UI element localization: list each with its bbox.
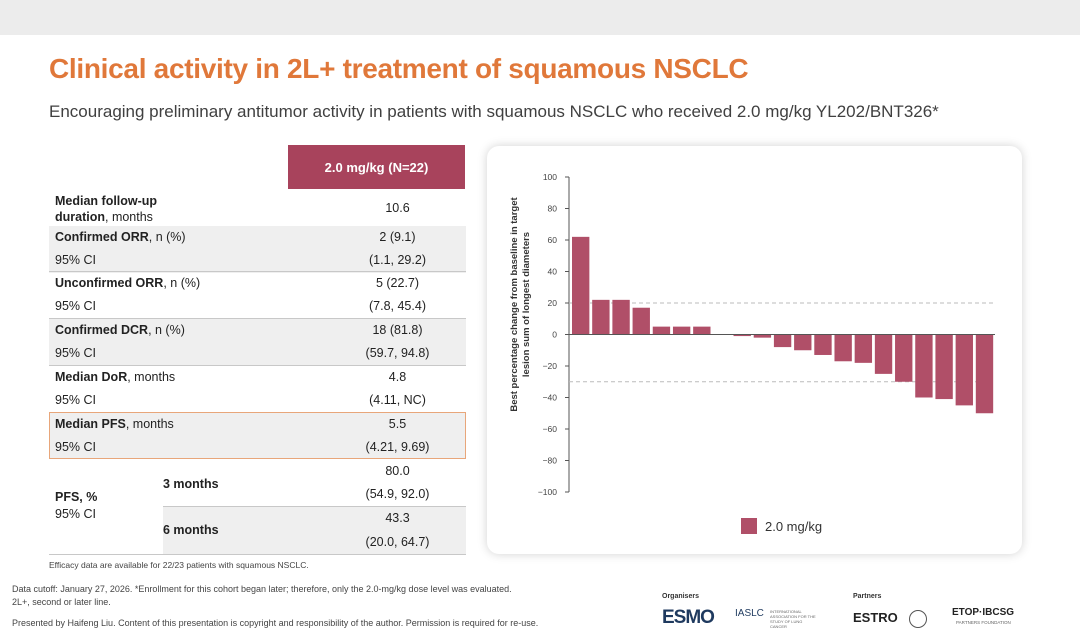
waterfall-bar: [632, 307, 650, 335]
legend-swatch: [741, 518, 757, 534]
iaslc-logo: IASLC: [735, 608, 764, 619]
y-tick-label: −20: [543, 361, 558, 371]
pfs-6m-label: 6 months: [163, 523, 219, 537]
partners-label: Partners: [853, 593, 882, 600]
waterfall-bar: [773, 334, 792, 348]
table-row: Confirmed DCR, n (%) 18 (81.8) 95% CI (5…: [49, 319, 466, 366]
y-tick-label: −80: [543, 456, 558, 466]
y-tick-label: 20: [548, 298, 558, 308]
presenter-note: Presented by Haifeng Liu. Content of thi…: [12, 618, 539, 628]
estro-logo: ESTRO: [853, 610, 898, 625]
y-tick-label: −100: [538, 487, 557, 497]
waterfall-bar: [794, 334, 812, 351]
slide: Clinical activity in 2L+ treatment of sq…: [0, 35, 1080, 638]
waterfall-bar: [895, 334, 913, 382]
footnote-line2: 2L+, second or later line.: [12, 597, 111, 607]
waterfall-bar: [935, 334, 953, 400]
etop-subtitle: PARTNERS FOUNDATION: [956, 620, 1011, 625]
table-row-highlighted: Median PFS, months 5.5 95% CI (4.21, 9.6…: [49, 413, 466, 459]
table-row: Confirmed ORR, n (%) 2 (9.1) 95% CI (1.1…: [49, 226, 466, 273]
table-row: Median DoR, months 4.8 95% CI (4.11, NC): [55, 370, 426, 407]
esmo-logo: ESMO: [662, 607, 715, 628]
pfs-label: PFS, % 95% CI: [55, 490, 98, 521]
footnote-line1: Data cutoff: January 27, 2026. *Enrollme…: [12, 584, 512, 594]
y-tick-label: 0: [552, 330, 557, 340]
waterfall-bar: [612, 299, 630, 335]
slide-title: Clinical activity in 2L+ treatment of sq…: [49, 53, 749, 84]
waterfall-bar: [955, 334, 973, 406]
waterfall-bar: [814, 334, 832, 355]
slide-subtitle: Encouraging preliminary antitumor activi…: [49, 102, 939, 121]
waterfall-bar: [652, 326, 671, 335]
table-row: Unconfirmed ORR, n (%) 5 (22.7) 95% CI (…: [55, 276, 426, 313]
waterfall-bar: [854, 334, 873, 363]
waterfall-bar: [733, 334, 751, 337]
iaslc-subtitle: INTERNATIONAL ASSOCIATION FOR THE STUDY …: [770, 609, 816, 629]
waterfall-bar: [874, 334, 893, 374]
pfs-3m-row: 80.0 (54.9, 92.0): [365, 464, 430, 501]
waterfall-bar: [572, 236, 590, 335]
waterfall-bar: [693, 326, 711, 335]
partner-emblem-icon: [909, 610, 927, 628]
waterfall-bar: [672, 326, 691, 335]
table-row: Median follow-up duration, months 10.6: [55, 194, 410, 224]
chart-legend: 2.0 mg/kg: [741, 518, 822, 534]
organisers-label: Organisers: [662, 593, 699, 600]
waterfall-bar: [592, 299, 610, 335]
waterfall-chart-card: Best percentage change from baseline in …: [487, 146, 1022, 554]
legend-label: 2.0 mg/kg: [765, 518, 823, 534]
y-tick-label: 60: [548, 235, 558, 245]
y-tick-label: −60: [543, 424, 558, 434]
y-tick-label: 40: [548, 267, 558, 277]
waterfall-chart: Best percentage change from baseline in …: [509, 172, 995, 497]
waterfall-bar: [753, 334, 772, 338]
y-axis-label: Best percentage change from baseline in …: [509, 196, 532, 411]
pfs-3m-label: 3 months: [163, 477, 219, 491]
y-tick-label: −40: [543, 393, 558, 403]
y-tick-label: 100: [543, 172, 557, 182]
pfs-6m-row: 43.3 (20.0, 64.7): [163, 507, 466, 555]
etop-logo: ETOP·IBCSG: [952, 607, 1015, 618]
waterfall-bar: [975, 334, 994, 414]
highlight-box: [49, 412, 466, 459]
table-column-header: 2.0 mg/kg (N=22): [288, 145, 465, 189]
y-tick-label: 80: [548, 204, 558, 214]
waterfall-bar: [834, 334, 852, 362]
waterfall-bar: [915, 334, 933, 398]
table-note: Efficacy data are available for 22/23 pa…: [49, 560, 309, 570]
